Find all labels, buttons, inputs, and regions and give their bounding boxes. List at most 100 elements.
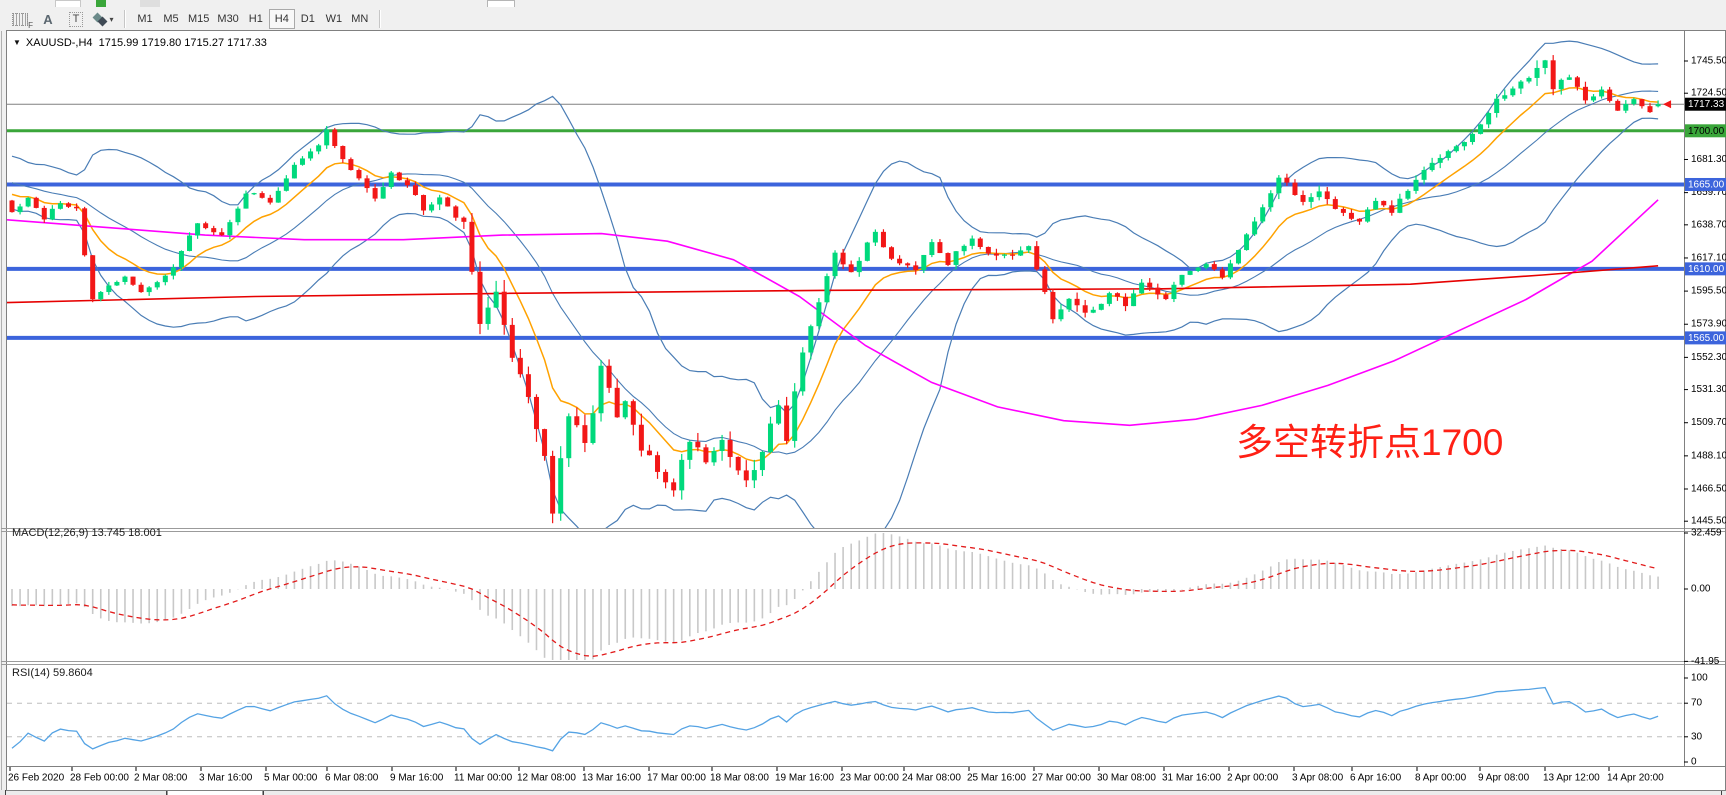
timeframe-m15-button[interactable]: M15 xyxy=(188,13,210,25)
price-tick-label: 1724.50 xyxy=(1691,88,1726,99)
rsi-label: RSI(14) 59.8604 xyxy=(12,667,93,679)
rsi-axis-label: 100 xyxy=(1691,673,1708,684)
time-axis-label: 11 Mar 00:00 xyxy=(454,773,513,784)
macd-axis-label: -41.95 xyxy=(1691,656,1720,667)
price-tick-label: 1445.50 xyxy=(1691,516,1726,527)
time-axis-label: 8 Apr 00:00 xyxy=(1415,773,1467,784)
level-badge-1565.00 xyxy=(1685,331,1726,345)
font-tool-button[interactable]: A xyxy=(34,9,62,29)
time-axis-label: 25 Mar 16:00 xyxy=(967,773,1026,784)
timeframe-m1-button[interactable]: M1 xyxy=(137,13,153,25)
time-axis-label: 19 Mar 16:00 xyxy=(775,773,834,784)
time-axis-label: 13 Apr 12:00 xyxy=(1543,773,1600,784)
price-tick-label: 1573.90 xyxy=(1691,319,1726,330)
time-axis-label: 13 Mar 16:00 xyxy=(582,773,641,784)
time-axis-label: 3 Apr 08:00 xyxy=(1292,773,1344,784)
timeframe-h1-button[interactable]: H1 xyxy=(248,13,263,25)
toolbar-remnant xyxy=(487,0,515,8)
level-badge-1665.00 xyxy=(1685,177,1726,191)
rsi-line xyxy=(11,686,1659,752)
rsi-axis-label: 70 xyxy=(1691,698,1703,709)
symbol-ohlc-title: ▼ XAUUSD-,H4 1715.99 1719.80 1715.27 1717… xyxy=(13,37,267,49)
bollinger-lower-band xyxy=(11,117,1659,528)
level-badge-1610.00-label: 1610.00 xyxy=(1688,264,1725,275)
time-axis-label: 9 Apr 08:00 xyxy=(1478,773,1530,784)
ma-red-line xyxy=(7,265,1659,304)
time-axis-label: 2 Apr 00:00 xyxy=(1227,773,1279,784)
price-tick-label: 1638.70 xyxy=(1691,219,1726,230)
level-badge-1700.00 xyxy=(1685,124,1726,138)
ma-magenta-line xyxy=(7,199,1659,427)
time-axis-label: 27 Mar 00:00 xyxy=(1032,773,1091,784)
rsi-axis-label: 30 xyxy=(1691,731,1703,742)
time-axis-label: 6 Apr 16:00 xyxy=(1350,773,1402,784)
rsi-axis[interactable]: 100 70 30 0 xyxy=(1684,673,1708,768)
time-axis-label: 2 Mar 08:00 xyxy=(134,773,188,784)
toolbar-remnant-green xyxy=(96,0,106,7)
rsi-pane[interactable] xyxy=(7,686,1684,752)
toolbar-separator xyxy=(124,10,126,28)
chevron-down-icon: ▾ xyxy=(109,14,114,24)
time-axis-label: 28 Feb 00:00 xyxy=(70,773,129,784)
time-axis-label: 31 Mar 16:00 xyxy=(1162,773,1221,784)
level-badge-1665.00-label: 1665.00 xyxy=(1688,179,1725,190)
time-axis-label: 30 Mar 08:00 xyxy=(1097,773,1156,784)
toolbar: F A T ▾ M1 M5 M15 M30 H1 H4 D1 W1 MN xyxy=(0,7,1726,31)
time-axis-label: 12 Mar 08:00 xyxy=(517,773,576,784)
price-tick-label: 1659.70 xyxy=(1691,187,1726,198)
grid-f-tool-button[interactable]: F xyxy=(6,9,34,30)
macd-pane[interactable] xyxy=(11,533,1659,660)
level-badge-1700.00-label: 1700.00 xyxy=(1688,126,1725,137)
shapes-tool-button[interactable]: ▾ xyxy=(90,9,118,29)
time-axis-label: 3 Mar 16:00 xyxy=(199,773,253,784)
text-label-tool-button[interactable]: T xyxy=(62,9,90,29)
timeframe-d1-button[interactable]: D1 xyxy=(300,13,315,25)
timeframe-m5-button[interactable]: M5 xyxy=(163,13,179,25)
time-axis[interactable]: 26 Feb 2020 28 Feb 00:00 2 Mar 08:00 3 Mar … xyxy=(8,767,1664,784)
font-a-icon: A xyxy=(43,11,53,27)
price-tick-label: 1509.70 xyxy=(1691,417,1726,428)
macd-label: MACD(12,26,9) 13.745 18.001 xyxy=(12,527,162,539)
level-badge-1565.00-label: 1565.00 xyxy=(1688,333,1725,344)
macd-histogram xyxy=(11,533,1659,660)
bollinger-middle-band xyxy=(11,90,1659,455)
timeframe-w1-button[interactable]: W1 xyxy=(325,13,343,25)
price-tick-label: 1531.30 xyxy=(1691,384,1726,395)
price-tick-label: 1595.50 xyxy=(1691,286,1726,297)
time-axis-label: 17 Mar 00:00 xyxy=(647,773,706,784)
price-axis[interactable]: 1745.50 1724.50 1681.30 1659.70 1638.70 1617.… xyxy=(1684,56,1726,527)
time-axis-label: 26 Feb 2020 xyxy=(8,773,65,784)
timeframe-h4-button[interactable]: H4 xyxy=(268,9,295,29)
timeframe-group: M1 M5 M15 M30 H1 H4 D1 W1 MN xyxy=(132,9,373,29)
time-axis-label: 6 Mar 08:00 xyxy=(325,773,379,784)
macd-axis[interactable]: 32.459 0.00 -41.95 xyxy=(1684,527,1722,667)
price-tick-label: 1552.30 xyxy=(1691,352,1726,363)
time-axis-label: 23 Mar 00:00 xyxy=(840,773,899,784)
macd-axis-label: 0.00 xyxy=(1691,584,1711,595)
time-axis-label: 24 Mar 08:00 xyxy=(902,773,961,784)
ema-fast-line xyxy=(11,87,1659,462)
time-axis-label: 9 Mar 16:00 xyxy=(390,773,444,784)
macd-signal-line xyxy=(11,542,1659,657)
cropped-upper-toolbar xyxy=(0,0,1726,8)
timeframe-mn-button[interactable]: MN xyxy=(351,13,369,25)
toolbar-remnant xyxy=(55,0,81,8)
price-tick-label: 1488.10 xyxy=(1691,450,1726,461)
price-tick-label: 1617.10 xyxy=(1691,252,1726,263)
close-price-arrow-icon xyxy=(1663,100,1672,109)
candlesticks xyxy=(9,55,1661,524)
main-pane[interactable] xyxy=(7,40,1684,548)
grid-icon: F xyxy=(12,12,33,30)
macd-axis-label: 32.459 xyxy=(1691,527,1722,538)
toolbar-remnant xyxy=(140,0,160,7)
timeframe-m30-button[interactable]: M30 xyxy=(217,13,239,25)
current-price-badge xyxy=(1685,97,1726,111)
time-axis-label: 18 Mar 08:00 xyxy=(710,773,769,784)
current-price-badge-label: 1717.33 xyxy=(1688,99,1725,110)
price-tick-label: 1681.30 xyxy=(1691,154,1726,165)
toolbar-separator xyxy=(378,10,381,28)
level-badge-1610.00 xyxy=(1685,262,1726,276)
chevron-down-icon: ▼ xyxy=(13,38,21,47)
